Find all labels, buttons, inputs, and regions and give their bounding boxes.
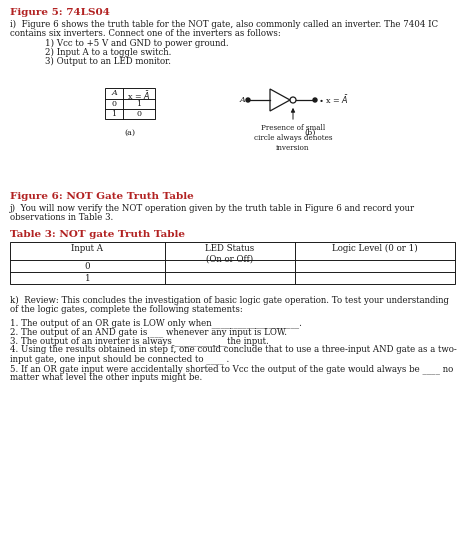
Text: 3) Output to an LED monitor.: 3) Output to an LED monitor.	[45, 57, 171, 66]
Text: 0: 0	[85, 262, 91, 271]
Text: i)  Figure 6 shows the truth table for the NOT gate, also commonly called an inv: i) Figure 6 shows the truth table for th…	[10, 20, 438, 29]
Text: (b): (b)	[304, 129, 316, 137]
Text: LED Status
(On or Off): LED Status (On or Off)	[205, 244, 255, 263]
Text: contains six inverters. Connect one of the inverters as follows:: contains six inverters. Connect one of t…	[10, 29, 281, 38]
Text: k)  Review: This concludes the investigation of basic logic gate operation. To t: k) Review: This concludes the investigat…	[10, 296, 449, 305]
Text: 2) Input A to a toggle switch.: 2) Input A to a toggle switch.	[45, 48, 172, 57]
Text: Logic Level (0 or 1): Logic Level (0 or 1)	[332, 244, 418, 253]
Text: Figure 6: NOT Gate Truth Table: Figure 6: NOT Gate Truth Table	[10, 192, 194, 201]
Text: Table 3: NOT gate Truth Table: Table 3: NOT gate Truth Table	[10, 230, 185, 239]
Text: matter what level the other inputs might be.: matter what level the other inputs might…	[10, 373, 202, 382]
Circle shape	[246, 98, 250, 102]
Text: Input A: Input A	[72, 244, 103, 253]
Text: 1. The output of an OR gate is LOW only when____________________.: 1. The output of an OR gate is LOW only …	[10, 318, 302, 327]
Bar	[10, 242, 455, 284]
Text: 0: 0	[111, 100, 117, 108]
Text: Figure 5: 74LS04: Figure 5: 74LS04	[10, 8, 110, 17]
Text: of the logic gates, complete the following statements:: of the logic gates, complete the followi…	[10, 305, 243, 314]
Text: 5. If an OR gate input were accidentally shorted to Vcc the output of the gate w: 5. If an OR gate input were accidentally…	[10, 364, 453, 373]
Text: 1: 1	[85, 274, 91, 283]
Text: 1: 1	[111, 110, 117, 118]
Text: (a): (a)	[125, 129, 136, 137]
Text: 3. The output of an inverter is always ____________the input.: 3. The output of an inverter is always _…	[10, 336, 269, 346]
Text: A: A	[111, 89, 117, 97]
Text: input gate, one input should be connected to ____ .: input gate, one input should be connecte…	[10, 354, 229, 364]
Text: 0: 0	[137, 110, 142, 118]
Text: 4. Using the results obtained in step f, one could conclude that to use a three-: 4. Using the results obtained in step f,…	[10, 345, 457, 354]
Text: j)  You will now verify the NOT operation given by the truth table in Figure 6 a: j) You will now verify the NOT operation…	[10, 204, 415, 213]
Text: x = $\bar{A}$: x = $\bar{A}$	[128, 89, 151, 102]
Text: 2. The output of an AND gate is ___ whenever any input is LOW.: 2. The output of an AND gate is ___ when…	[10, 327, 287, 337]
Text: 1: 1	[137, 100, 142, 108]
Text: 1) Vcc to +5 V and GND to power ground.: 1) Vcc to +5 V and GND to power ground.	[45, 39, 228, 48]
Text: A: A	[239, 96, 245, 104]
Text: observations in Table 3.: observations in Table 3.	[10, 213, 113, 222]
Bar	[105, 88, 155, 119]
Text: $\bullet$ x = $\bar{A}$: $\bullet$ x = $\bar{A}$	[318, 94, 349, 106]
Circle shape	[313, 98, 317, 102]
Text: Presence of small
circle always denotes
inversion: Presence of small circle always denotes …	[254, 124, 332, 151]
